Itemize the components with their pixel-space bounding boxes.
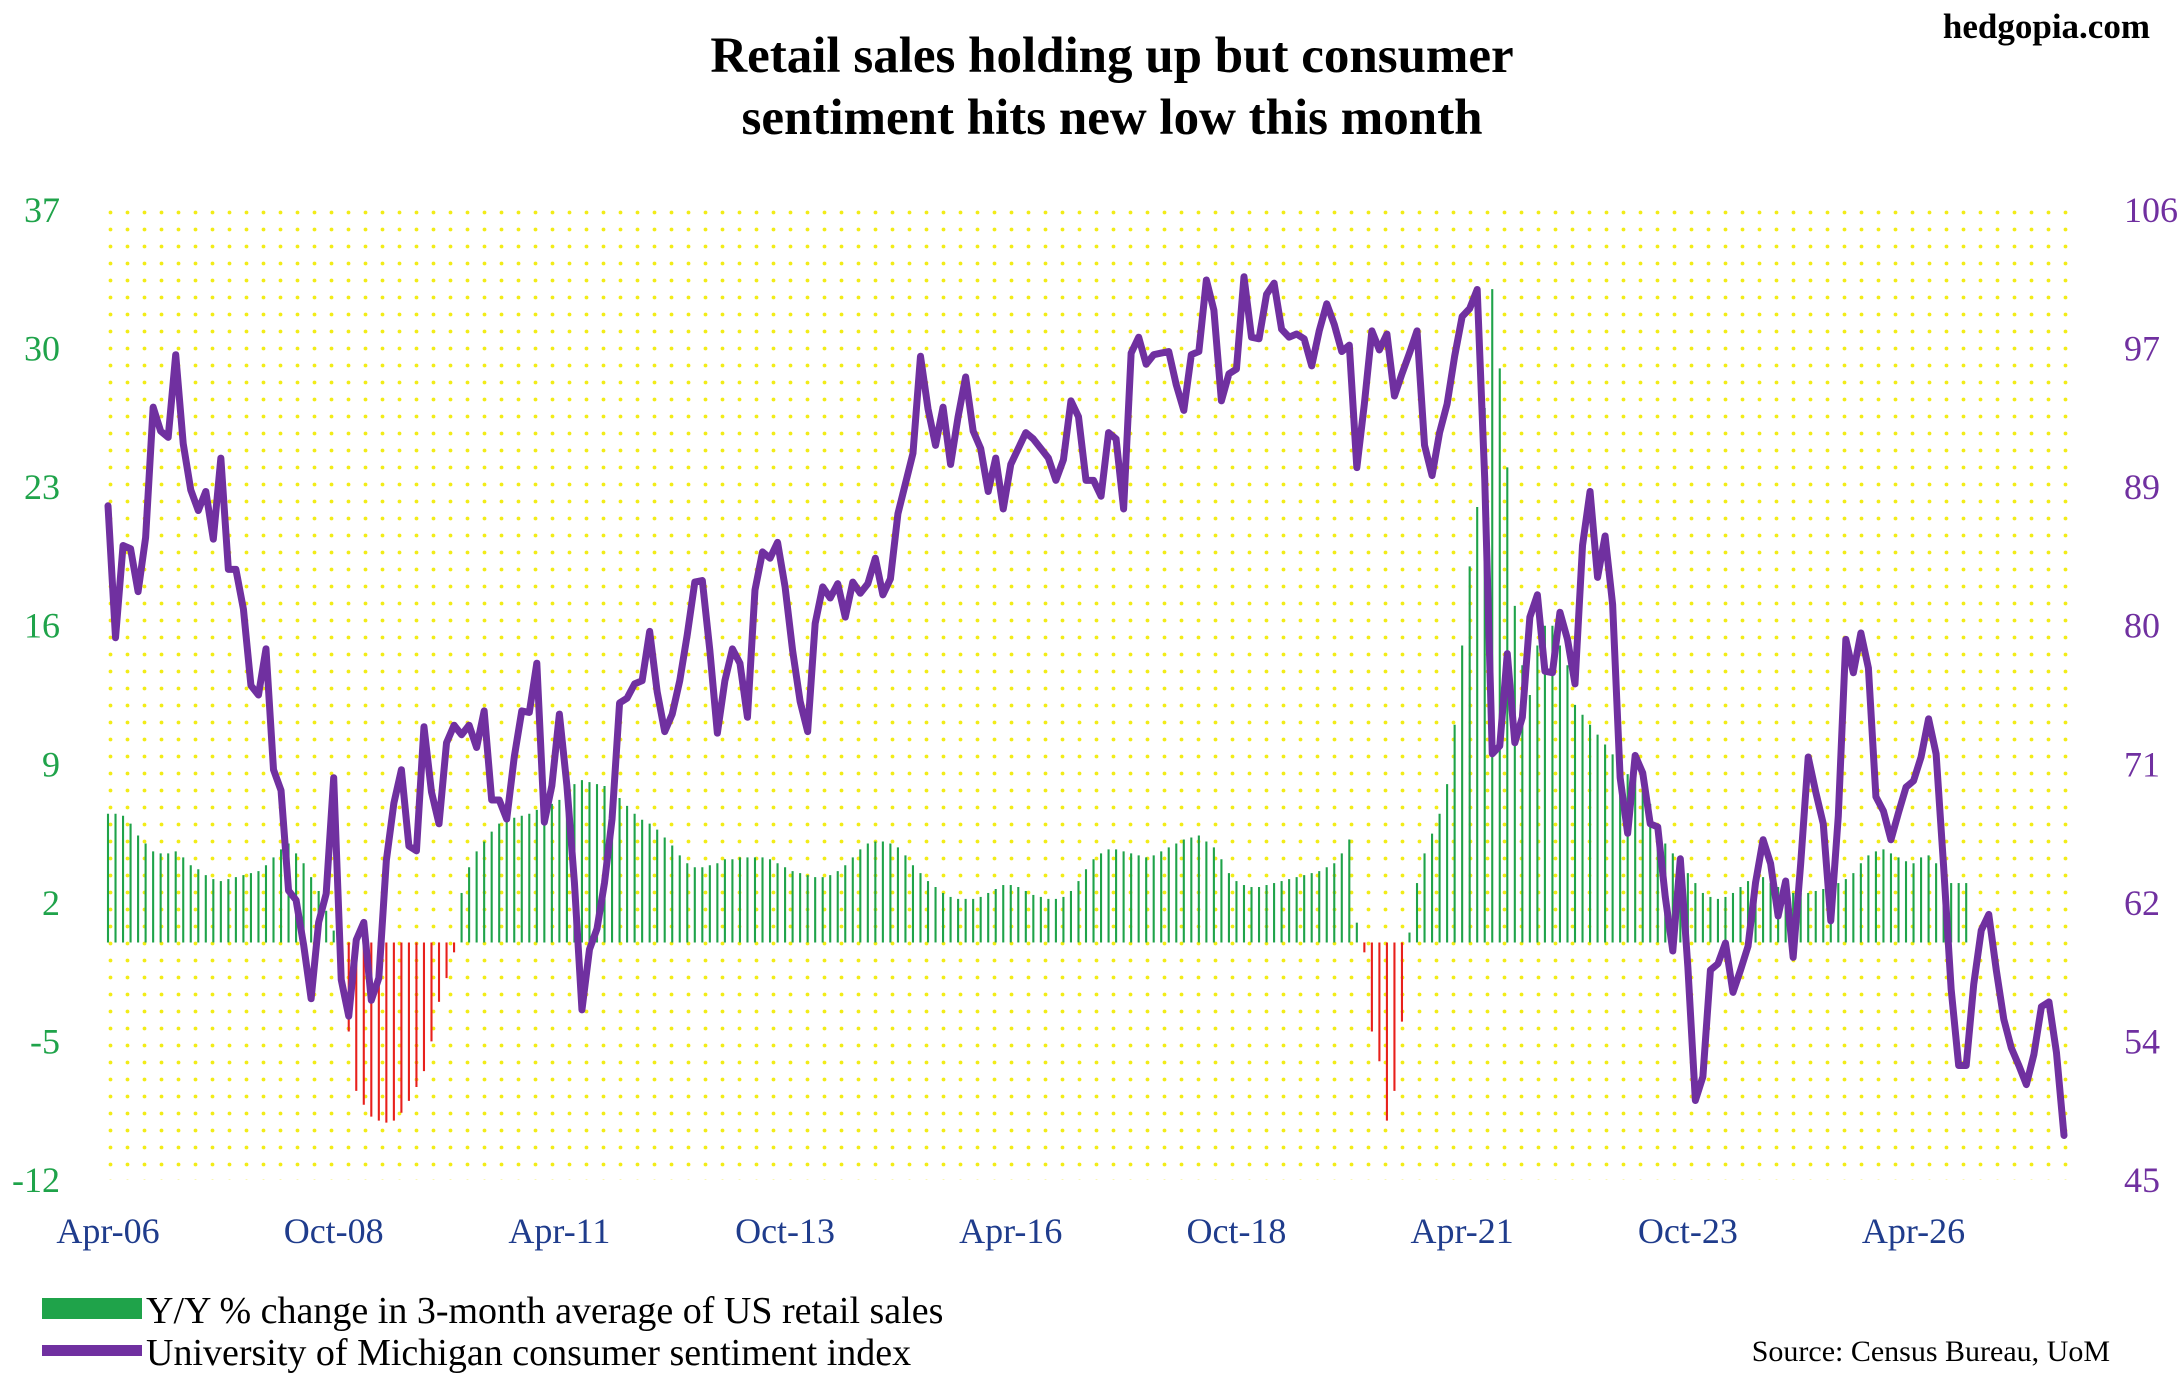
x-axis: Apr-06 Oct-08 Apr-11 Oct-13 Apr-16 Oct-18 Apr-… — [56, 1211, 1965, 1251]
x-axis-tick-label: Apr-26 — [1862, 1211, 1965, 1251]
left-axis-tick-label: 16 — [24, 606, 60, 646]
x-axis-tick-label: Apr-06 — [56, 1211, 159, 1251]
chart-title-line-1: Retail sales holding up but consumer — [710, 28, 1513, 84]
right-axis-tick-label: 89 — [2124, 467, 2160, 507]
left-y-axis: 37 30 23 16 9 2 -5 -12 — [12, 190, 60, 1200]
left-axis-tick-label: 9 — [42, 744, 60, 784]
left-axis-tick-label: 30 — [24, 329, 60, 369]
right-axis-tick-label: 62 — [2124, 883, 2160, 923]
left-axis-tick-label: -5 — [30, 1021, 60, 1061]
source-note: Source: Census Bureau, UoM — [1752, 1335, 2110, 1368]
x-axis-tick-label: Apr-11 — [508, 1211, 610, 1251]
retail-sales-bars — [106, 289, 1968, 1123]
x-axis-tick-label: Oct-23 — [1638, 1211, 1738, 1251]
right-axis-tick-label: 71 — [2124, 744, 2160, 784]
right-axis-tick-label: 54 — [2124, 1021, 2160, 1061]
chart-title-line-2: sentiment hits new low this month — [742, 90, 1483, 146]
brand-watermark: hedgopia.com — [1943, 7, 2150, 46]
x-axis-tick-label: Oct-08 — [284, 1211, 384, 1251]
right-axis-tick-label: 45 — [2124, 1160, 2160, 1200]
right-axis-tick-label: 106 — [2124, 190, 2178, 230]
legend-swatch-retail-sales — [42, 1298, 142, 1319]
left-axis-tick-label: 23 — [24, 467, 60, 507]
x-axis-tick-label: Oct-13 — [735, 1211, 835, 1251]
right-axis-tick-label: 80 — [2124, 606, 2160, 646]
left-axis-tick-label: 2 — [42, 883, 60, 923]
left-axis-tick-label: -12 — [12, 1160, 60, 1200]
legend: Y/Y % change in 3-month average of US re… — [42, 1290, 943, 1374]
x-axis-tick-label: Oct-18 — [1186, 1211, 1286, 1251]
legend-label-retail-sales: Y/Y % change in 3-month average of US re… — [146, 1290, 943, 1332]
legend-swatch-sentiment — [42, 1345, 142, 1356]
sentiment-line — [104, 273, 2068, 1139]
x-axis-tick-label: Apr-16 — [959, 1211, 1062, 1251]
sentiment-line-layer — [104, 273, 2068, 1139]
legend-label-sentiment: University of Michigan consumer sentimen… — [146, 1332, 911, 1374]
right-y-axis: 106 97 89 80 71 62 54 45 — [2124, 190, 2178, 1200]
x-axis-tick-label: Apr-21 — [1411, 1211, 1514, 1251]
plot-area-background — [104, 210, 2069, 1180]
left-axis-tick-label: 37 — [24, 190, 60, 230]
right-axis-tick-label: 97 — [2124, 329, 2160, 369]
